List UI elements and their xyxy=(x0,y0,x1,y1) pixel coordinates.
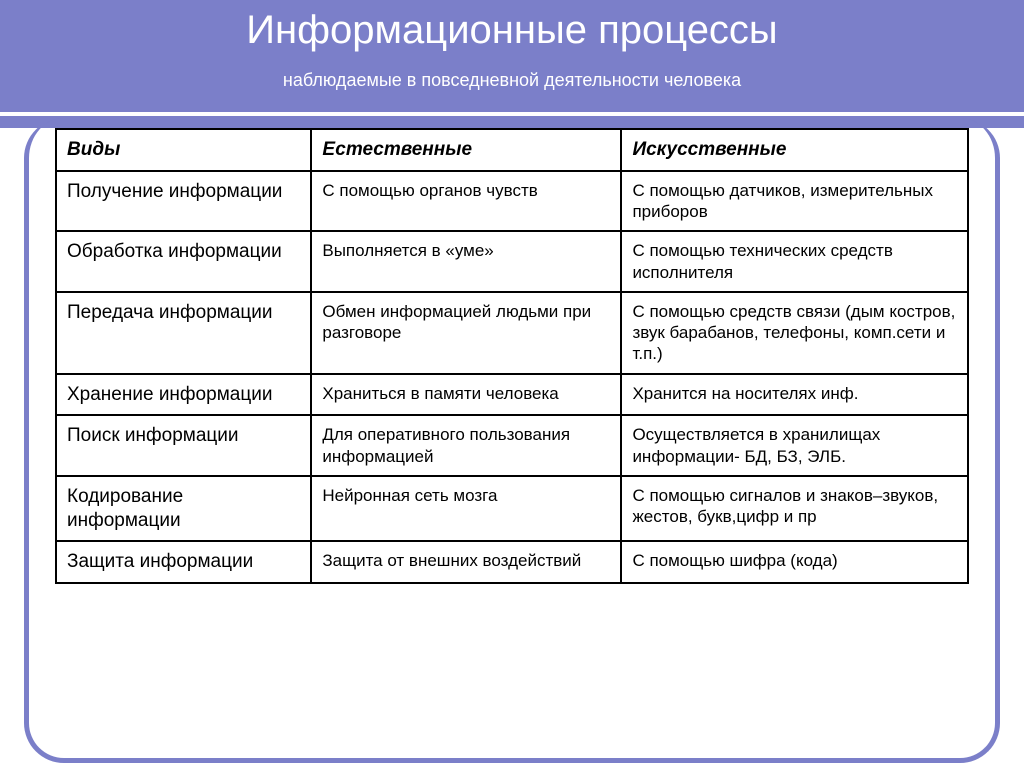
content-frame: Виды Естественные Искусственные Получени… xyxy=(24,118,1000,763)
cell-type: Передача информации xyxy=(56,292,311,374)
cell-type: Хранение информации xyxy=(56,374,311,416)
table-row: Получение информации С помощью органов ч… xyxy=(56,171,968,232)
cell-type: Поиск информации xyxy=(56,415,311,476)
slide-subtitle: наблюдаемые в повседневной деятельности … xyxy=(0,70,1024,91)
table-row: Хранение информации Храниться в памяти ч… xyxy=(56,374,968,416)
cell-type: Обработка информации xyxy=(56,231,311,292)
col-header-artificial: Искусственные xyxy=(621,129,968,171)
cell-natural: Обмен информацией людьми при разговоре xyxy=(311,292,621,374)
cell-artificial: С помощью датчиков, измерительных прибор… xyxy=(621,171,968,232)
cell-type: Кодирование информации xyxy=(56,476,311,542)
table-row: Передача информации Обмен информацией лю… xyxy=(56,292,968,374)
cell-natural: Нейронная сеть мозга xyxy=(311,476,621,542)
table-row: Обработка информации Выполняется в «уме»… xyxy=(56,231,968,292)
cell-natural: Храниться в памяти человека xyxy=(311,374,621,416)
info-processes-table: Виды Естественные Искусственные Получени… xyxy=(55,128,969,584)
cell-natural: Выполняется в «уме» xyxy=(311,231,621,292)
slide-header: Информационные процессы наблюдаемые в по… xyxy=(0,0,1024,128)
cell-natural: С помощью органов чувств xyxy=(311,171,621,232)
col-header-types: Виды xyxy=(56,129,311,171)
cell-natural: Защита от внешних воздействий xyxy=(311,541,621,583)
cell-artificial: Хранится на носителях инф. xyxy=(621,374,968,416)
table-row: Поиск информации Для оперативного пользо… xyxy=(56,415,968,476)
cell-artificial: С помощью шифра (кода) xyxy=(621,541,968,583)
slide-title: Информационные процессы xyxy=(0,8,1024,52)
table-header-row: Виды Естественные Искусственные xyxy=(56,129,968,171)
cell-natural: Для оперативного пользования информацией xyxy=(311,415,621,476)
table-row: Защита информации Защита от внешних возд… xyxy=(56,541,968,583)
cell-artificial: С помощью сигналов и знаков–звуков, жест… xyxy=(621,476,968,542)
cell-artificial: Осуществляется в хранилищах информации- … xyxy=(621,415,968,476)
cell-type: Защита информации xyxy=(56,541,311,583)
cell-type: Получение информации xyxy=(56,171,311,232)
table-container: Виды Естественные Искусственные Получени… xyxy=(55,128,969,584)
col-header-natural: Естественные xyxy=(311,129,621,171)
cell-artificial: С помощью средств связи (дым костров, зв… xyxy=(621,292,968,374)
cell-artificial: С помощью технических средств исполнител… xyxy=(621,231,968,292)
table-row: Кодирование информации Нейронная сеть мо… xyxy=(56,476,968,542)
